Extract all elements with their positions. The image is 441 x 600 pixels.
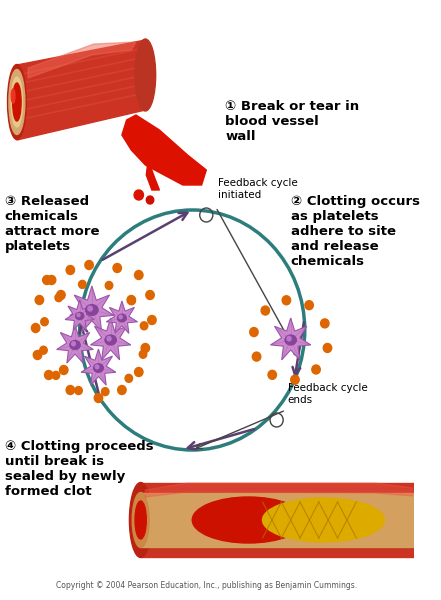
Circle shape bbox=[135, 271, 143, 280]
Ellipse shape bbox=[93, 364, 103, 372]
Polygon shape bbox=[70, 286, 114, 332]
Ellipse shape bbox=[11, 77, 22, 127]
Ellipse shape bbox=[425, 500, 438, 540]
Ellipse shape bbox=[132, 493, 149, 547]
Circle shape bbox=[75, 386, 82, 395]
Polygon shape bbox=[141, 483, 431, 557]
Polygon shape bbox=[106, 301, 138, 334]
Circle shape bbox=[40, 346, 47, 354]
Ellipse shape bbox=[192, 497, 305, 543]
Circle shape bbox=[41, 318, 48, 326]
Circle shape bbox=[323, 343, 332, 352]
Circle shape bbox=[105, 281, 113, 289]
Ellipse shape bbox=[105, 335, 116, 345]
Ellipse shape bbox=[11, 89, 15, 103]
Circle shape bbox=[35, 295, 44, 304]
Circle shape bbox=[128, 296, 135, 305]
Circle shape bbox=[52, 371, 60, 379]
Circle shape bbox=[118, 385, 126, 395]
Circle shape bbox=[47, 275, 56, 284]
Circle shape bbox=[88, 306, 92, 311]
Circle shape bbox=[113, 263, 121, 272]
Circle shape bbox=[140, 322, 148, 330]
Polygon shape bbox=[141, 493, 431, 547]
Circle shape bbox=[127, 295, 135, 304]
Circle shape bbox=[321, 319, 329, 328]
Text: ② Clotting occurs
as platelets
adhere to site
and release
chemicals: ② Clotting occurs as platelets adhere to… bbox=[291, 195, 420, 268]
Ellipse shape bbox=[129, 482, 152, 557]
Circle shape bbox=[119, 315, 122, 319]
Ellipse shape bbox=[418, 482, 441, 557]
Circle shape bbox=[125, 374, 133, 382]
Text: Feedback cycle
initiated: Feedback cycle initiated bbox=[217, 178, 297, 200]
Polygon shape bbox=[90, 318, 131, 360]
Polygon shape bbox=[122, 115, 206, 185]
Circle shape bbox=[139, 350, 147, 358]
Circle shape bbox=[71, 342, 75, 346]
Circle shape bbox=[250, 328, 258, 337]
Ellipse shape bbox=[9, 70, 25, 134]
Text: ① Break or tear in
blood vessel
wall: ① Break or tear in blood vessel wall bbox=[225, 100, 359, 143]
Text: ④ Clotting proceeds
until break is
sealed by newly
formed clot: ④ Clotting proceeds until break is seale… bbox=[5, 440, 153, 498]
Circle shape bbox=[78, 280, 86, 289]
Circle shape bbox=[95, 365, 99, 369]
Polygon shape bbox=[57, 325, 93, 363]
Text: Copyright © 2004 Pearson Education, Inc., publishing as Benjamin Cummings.: Copyright © 2004 Pearson Education, Inc.… bbox=[56, 581, 357, 590]
Polygon shape bbox=[271, 318, 311, 360]
Polygon shape bbox=[17, 40, 146, 140]
Circle shape bbox=[148, 316, 156, 325]
Circle shape bbox=[268, 370, 277, 379]
Circle shape bbox=[312, 365, 320, 374]
Circle shape bbox=[60, 365, 68, 374]
Circle shape bbox=[55, 293, 63, 302]
Circle shape bbox=[77, 313, 80, 317]
Circle shape bbox=[252, 352, 261, 361]
Circle shape bbox=[291, 375, 299, 384]
Ellipse shape bbox=[117, 314, 126, 322]
Circle shape bbox=[282, 296, 291, 305]
Circle shape bbox=[85, 260, 93, 269]
Ellipse shape bbox=[70, 340, 80, 349]
Ellipse shape bbox=[7, 64, 26, 139]
Polygon shape bbox=[81, 349, 116, 385]
Circle shape bbox=[141, 343, 149, 352]
Circle shape bbox=[66, 385, 75, 395]
Circle shape bbox=[146, 290, 154, 299]
Circle shape bbox=[101, 388, 109, 395]
Circle shape bbox=[45, 370, 53, 379]
Polygon shape bbox=[65, 300, 94, 331]
Circle shape bbox=[135, 367, 143, 377]
Circle shape bbox=[31, 323, 40, 332]
Text: Feedback cycle
ends: Feedback cycle ends bbox=[288, 383, 368, 405]
Ellipse shape bbox=[75, 313, 84, 320]
Polygon shape bbox=[146, 483, 413, 497]
Circle shape bbox=[94, 394, 103, 403]
Ellipse shape bbox=[86, 305, 98, 316]
Circle shape bbox=[107, 337, 111, 341]
Circle shape bbox=[287, 337, 291, 341]
Ellipse shape bbox=[262, 498, 385, 542]
Circle shape bbox=[146, 196, 154, 204]
Ellipse shape bbox=[422, 493, 441, 547]
Circle shape bbox=[43, 275, 51, 284]
Circle shape bbox=[305, 301, 314, 310]
Polygon shape bbox=[28, 42, 136, 78]
Circle shape bbox=[57, 290, 65, 299]
Circle shape bbox=[134, 190, 143, 200]
Circle shape bbox=[261, 306, 269, 315]
Ellipse shape bbox=[285, 335, 296, 345]
Ellipse shape bbox=[13, 83, 21, 121]
Text: ③ Released
chemicals
attract more
platelets: ③ Released chemicals attract more platel… bbox=[5, 195, 99, 253]
Ellipse shape bbox=[135, 39, 156, 111]
Polygon shape bbox=[146, 160, 159, 190]
Circle shape bbox=[66, 265, 75, 275]
Circle shape bbox=[33, 350, 42, 359]
Ellipse shape bbox=[135, 501, 146, 539]
